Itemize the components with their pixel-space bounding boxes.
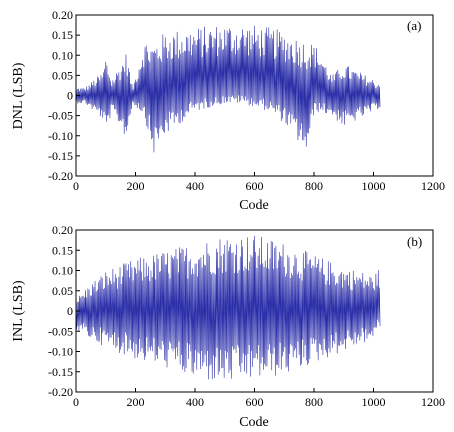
y-tick-label: -0.05 [48,109,73,123]
panel-a-y-ticks: 0.20 0.15 0.10 0.05 0 -0.05 -0.10 -0.15 -0.20 [48,8,80,183]
y-tick-label: 0.20 [52,223,73,237]
x-tick-label: 200 [127,395,145,409]
x-tick-label: 1000 [362,395,386,409]
y-tick-label: -0.10 [48,129,73,143]
panel-b-y-ticks: 0.20 0.15 0.10 0.05 0 -0.05 -0.10 -0.15 -0.20 [48,223,80,399]
x-tick-label: 400 [186,395,204,409]
panel-b-x-axis-title: Code [239,415,269,430]
y-tick-label: 0 [67,304,73,318]
x-tick-label: 0 [73,179,79,193]
y-tick-label: 0.05 [52,284,73,298]
panel-a: 0 200 400 600 800 1000 1200 0.200.150.100.050-… [11,8,445,213]
y-tick-label: -0.20 [48,169,73,183]
x-tick-label: 600 [246,179,264,193]
x-tick-label: 200 [127,179,145,193]
y-tick-label: 0 [67,89,73,103]
panel-a-x-axis-title: Code [239,198,269,213]
y-tick-label: -0.15 [48,149,73,163]
x-tick-label: 1200 [421,179,445,193]
y-tick-label: 0.15 [52,243,73,257]
panel-b-label: (b) [407,234,422,249]
x-tick-label: 1200 [421,395,445,409]
y-tick-label: 0.10 [52,48,73,62]
x-tick-label: 800 [305,179,323,193]
panel-b: 0 200 400 600 800 1000 1200 0.200.150.100.050-… [11,223,445,430]
y-tick-label: 0.15 [52,28,73,42]
series-line [75,235,381,380]
y-tick-label: -0.15 [48,365,73,379]
y-tick-label: 0.20 [52,8,73,22]
x-tick-label: 800 [305,395,323,409]
panel-a-plot-area [75,25,381,153]
panel-a-x-ticks: 0 200 400 600 800 1000 1200 [73,172,445,193]
x-tick-label: 1000 [362,179,386,193]
panel-b-y-axis-title: INL (LSB) [11,280,26,342]
panel-a-label: (a) [407,18,421,33]
y-tick-label: 0.10 [52,264,73,278]
panel-b-x-ticks: 0 200 400 600 800 1000 1200 [73,388,445,409]
x-tick-label: 600 [246,395,264,409]
series-line [75,25,381,153]
y-tick-label: -0.20 [48,385,73,399]
x-tick-label: 400 [186,179,204,193]
panel-a-y-axis-title: DNL (LSB) [11,62,26,129]
y-tick-label: -0.05 [48,324,73,338]
y-tick-label: 0.05 [52,68,73,82]
y-tick-label: -0.10 [48,345,73,359]
x-tick-label: 0 [73,395,79,409]
panel-b-plot-area [75,235,381,380]
